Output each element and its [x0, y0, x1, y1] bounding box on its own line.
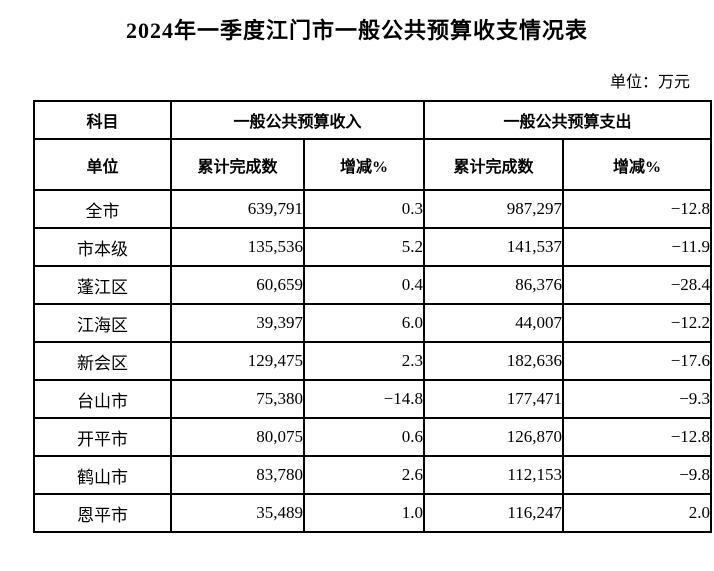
- table-row: 鹤山市 83,780 2.6 112,153 −9.8: [33, 455, 713, 495]
- expenditure-cumulative-cell: 177,471: [423, 379, 565, 419]
- table-row: 开平市 80,075 0.6 126,870 −12.8: [33, 417, 713, 457]
- revenue-change-cell: 0.3: [302, 189, 426, 229]
- revenue-cumulative-cell: 639,791: [170, 189, 305, 229]
- revenue-cumulative-cell: 129,475: [170, 341, 305, 381]
- expenditure-cumulative-cell: 987,297: [423, 189, 565, 229]
- unit-cell: 全市: [33, 189, 172, 229]
- table-row: 全市 639,791 0.3 987,297 −12.8: [33, 189, 713, 229]
- expenditure-change-cell: −28.4: [562, 265, 713, 305]
- revenue-cumulative-cell: 39,397: [170, 303, 305, 343]
- header-row-groups: 科目 一般公共预算收入 一般公共预算支出: [33, 100, 713, 140]
- revenue-change-cell: 2.3: [302, 341, 426, 381]
- table-row: 蓬江区 60,659 0.4 86,376 −28.4: [33, 265, 713, 305]
- header-row-columns: 单位 累计完成数 增减% 累计完成数 增减%: [33, 138, 713, 191]
- table-body: 全市 639,791 0.3 987,297 −12.8 市本级 135,536 5.2 141…: [33, 189, 713, 533]
- expenditure-cumulative-cell: 126,870: [423, 417, 565, 457]
- unit-cell: 鹤山市: [33, 455, 172, 495]
- unit-cell: 台山市: [33, 379, 172, 419]
- page-title: 2024年一季度江门市一般公共预算收支情况表: [125, 18, 588, 43]
- expenditure-cumulative-cell: 112,153: [423, 455, 565, 495]
- expenditure-change-cell: −17.6: [562, 341, 713, 381]
- revenue-change-cell: 6.0: [302, 303, 426, 343]
- expenditure-cumulative-cell: 141,537: [423, 227, 565, 267]
- revenue-cumulative-cell: 135,536: [170, 227, 305, 267]
- header-subject: 科目: [33, 100, 172, 140]
- header-expenditure-group: 一般公共预算支出: [423, 100, 713, 140]
- table-row: 台山市 75,380 −14.8 177,471 −9.3: [33, 379, 713, 419]
- expenditure-cumulative-cell: 86,376: [423, 265, 565, 305]
- expenditure-cumulative-cell: 182,636: [423, 341, 565, 381]
- unit-cell: 蓬江区: [33, 265, 172, 305]
- header-revenue-change: 增减%: [302, 138, 426, 191]
- expenditure-change-cell: −9.8: [562, 455, 713, 495]
- revenue-change-cell: −14.8: [302, 379, 426, 419]
- expenditure-change-cell: −9.3: [562, 379, 713, 419]
- table-row: 新会区 129,475 2.3 182,636 −17.6: [33, 341, 713, 381]
- unit-note: 单位：万元: [609, 74, 690, 91]
- unit-cell: 新会区: [33, 341, 172, 381]
- header-expenditure-change: 增减%: [562, 138, 713, 191]
- revenue-change-cell: 0.6: [302, 417, 426, 457]
- revenue-cumulative-cell: 83,780: [170, 455, 305, 495]
- table-row: 江海区 39,397 6.0 44,007 −12.2: [33, 303, 713, 343]
- budget-table: 科目 一般公共预算收入 一般公共预算支出 单位 累计完成数 增减% 累计完成数 …: [33, 100, 713, 533]
- unit-cell: 开平市: [33, 417, 172, 457]
- header-revenue-group: 一般公共预算收入: [169, 100, 426, 140]
- revenue-change-cell: 0.4: [302, 265, 426, 305]
- revenue-change-cell: 2.6: [302, 455, 426, 495]
- revenue-cumulative-cell: 80,075: [170, 417, 305, 457]
- unit-cell: 市本级: [33, 227, 172, 267]
- expenditure-change-cell: −12.8: [562, 417, 713, 457]
- unit-cell: 江海区: [33, 303, 172, 343]
- header-unit: 单位: [33, 138, 172, 191]
- expenditure-change-cell: −12.8: [562, 189, 713, 229]
- revenue-change-cell: 5.2: [302, 227, 426, 267]
- header-revenue-cumulative: 累计完成数: [170, 138, 305, 191]
- expenditure-change-cell: −11.9: [562, 227, 713, 267]
- expenditure-change-cell: −12.2: [562, 303, 713, 343]
- revenue-cumulative-cell: 60,659: [170, 265, 305, 305]
- revenue-cumulative-cell: 75,380: [170, 379, 305, 419]
- revenue-cumulative-cell: 35,489: [170, 493, 305, 533]
- expenditure-change-cell: 2.0: [562, 493, 713, 533]
- unit-cell: 恩平市: [33, 493, 172, 533]
- table-row: 市本级 135,536 5.2 141,537 −11.9: [33, 227, 713, 267]
- revenue-change-cell: 1.0: [302, 493, 426, 533]
- table-row: 恩平市 35,489 1.0 116,247 2.0: [33, 493, 713, 533]
- header-expenditure-cumulative: 累计完成数: [423, 138, 565, 191]
- expenditure-cumulative-cell: 116,247: [423, 493, 565, 533]
- expenditure-cumulative-cell: 44,007: [423, 303, 565, 343]
